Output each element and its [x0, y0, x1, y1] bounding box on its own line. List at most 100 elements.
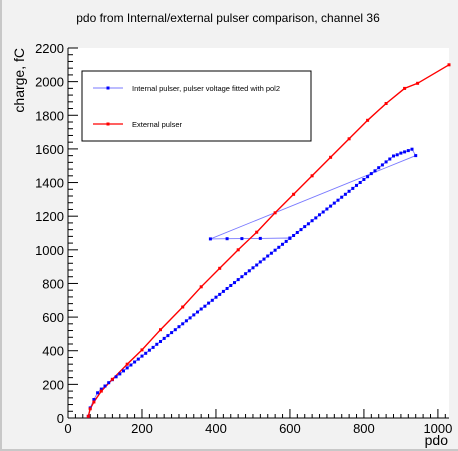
data-point-internal [162, 336, 166, 340]
y-tick-label: 2000 [35, 75, 64, 90]
data-point-external [366, 118, 370, 122]
data-point-external [255, 230, 259, 234]
legend-marker-internal [106, 86, 110, 90]
data-point-internal [140, 354, 144, 358]
data-point-internal [221, 289, 225, 293]
data-point-internal [247, 269, 251, 273]
x-tick-label: 0 [64, 421, 71, 436]
data-point-internal [244, 272, 248, 276]
data-point-internal [306, 222, 310, 226]
data-point-external [88, 407, 92, 411]
data-point-external [447, 63, 451, 67]
x-tick-label: 1000 [423, 421, 452, 436]
data-point-internal [336, 198, 340, 202]
data-point-internal [133, 360, 137, 364]
data-point-internal [295, 231, 299, 234]
data-point-internal [181, 322, 185, 326]
data-point-external [329, 155, 333, 159]
data-point-internal [258, 260, 262, 264]
data-point-internal [107, 381, 111, 385]
data-point-internal [207, 301, 211, 305]
data-point-internal [284, 239, 288, 243]
data-point-internal [240, 275, 244, 279]
data-point-internal [262, 257, 266, 261]
data-point-internal [318, 213, 321, 217]
data-point-internal [340, 195, 344, 199]
data-point-external [199, 285, 203, 289]
data-point-internal [314, 216, 318, 220]
data-point-internal [159, 340, 162, 343]
data-point-internal [395, 153, 399, 157]
data-point-external [403, 86, 407, 90]
data-point-external [125, 362, 129, 366]
data-point-external [292, 192, 296, 196]
x-tick-label: 600 [279, 421, 301, 436]
legend-label-internal: Internal pulser, pulser voltage fitted w… [132, 84, 280, 93]
data-point-external [92, 400, 96, 404]
data-point-internal [332, 201, 336, 205]
data-point-internal [258, 236, 262, 240]
data-point-internal [292, 234, 296, 237]
x-tick-label: 200 [131, 421, 153, 436]
data-point-internal [377, 166, 381, 170]
data-point-internal [225, 287, 229, 290]
data-point-internal [236, 278, 240, 282]
data-point-internal [170, 331, 174, 335]
data-point-internal [166, 334, 170, 338]
data-point-internal [99, 387, 103, 391]
data-point-internal [380, 163, 384, 167]
series-points [86, 63, 451, 418]
data-point-internal [303, 225, 307, 229]
data-point-internal [218, 292, 222, 296]
data-point-external [347, 137, 351, 141]
axes: 0 200 400 600 800 1000 0 200 400 600 800 1000 1200 14… [35, 41, 452, 436]
data-point-internal [92, 398, 96, 401]
data-point-external [159, 328, 162, 332]
canvas-left-edge [0, 0, 2, 451]
y-tick-label: 1600 [35, 142, 64, 157]
data-point-internal [358, 181, 362, 184]
data-point-internal [321, 210, 325, 214]
y-axis-label: charge, fC [11, 48, 27, 113]
data-point-internal [129, 363, 133, 367]
data-point-internal [188, 316, 192, 320]
data-point-external [99, 389, 103, 393]
data-point-internal [122, 369, 125, 373]
data-point-internal [114, 375, 118, 379]
data-point-internal [366, 175, 370, 179]
data-point-internal [125, 366, 129, 370]
data-point-internal [369, 172, 373, 176]
data-point-external [416, 81, 420, 85]
x-tick-label: 800 [353, 421, 375, 436]
data-point-internal [177, 325, 181, 329]
chart-title: pdo from Internal/external pulser compar… [76, 11, 380, 25]
y-tick-label: 2200 [35, 41, 64, 56]
y-tick-label: 200 [42, 377, 64, 392]
data-point-internal [251, 266, 255, 270]
data-point-internal [347, 189, 351, 193]
data-point-internal [233, 281, 236, 285]
data-point-external [110, 377, 114, 381]
data-point-external [86, 414, 90, 418]
y-tick-label: 0 [57, 411, 64, 426]
data-point-internal [96, 391, 100, 395]
data-point-internal [329, 204, 333, 208]
data-point-internal [410, 147, 414, 151]
data-point-internal [373, 169, 377, 173]
canvas-bottom-edge [0, 449, 458, 451]
legend-marker-external [106, 122, 110, 126]
data-point-internal [384, 160, 388, 164]
data-point-internal [388, 157, 392, 161]
data-point-internal [399, 151, 403, 155]
data-point-internal [151, 345, 155, 349]
y-tick-label: 800 [42, 276, 64, 291]
data-point-internal [299, 228, 303, 232]
data-point-internal [214, 295, 218, 299]
data-point-internal [362, 178, 366, 181]
data-point-internal [240, 237, 244, 241]
data-point-external [236, 248, 240, 252]
y-tick-label: 1400 [35, 176, 64, 191]
data-point-external [140, 348, 144, 352]
data-point-internal [147, 348, 151, 352]
